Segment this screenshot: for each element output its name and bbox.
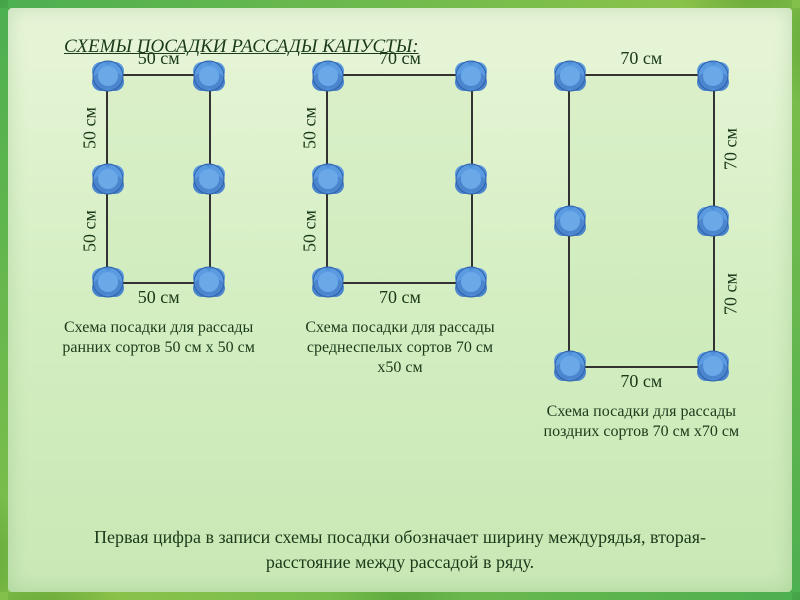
cabbage-icon <box>694 57 732 95</box>
cabbage-icon <box>452 57 490 95</box>
cabbage-icon <box>452 160 490 198</box>
cabbage-icon <box>89 160 127 198</box>
cabbage-icon <box>551 202 589 240</box>
cabbage-icon <box>190 160 228 198</box>
dim-bottom: 50 см <box>138 287 180 308</box>
dim-top: 50 см <box>138 48 180 69</box>
scheme-late: 70 см70 см70 см70 смСхема посадки для ра… <box>536 44 746 442</box>
dim-bottom: 70 см <box>620 371 662 392</box>
cabbage-icon <box>89 263 127 301</box>
plot-rect: 70 см70 см50 см50 см <box>326 74 473 284</box>
cabbage-icon <box>190 57 228 95</box>
plot-wrap: 70 см70 см70 см70 см <box>568 74 715 368</box>
cabbage-icon <box>694 347 732 385</box>
content-frame: СХЕМЫ ПОСАДКИ РАССАДЫ КАПУСТЫ: <box>8 8 792 592</box>
cabbage-icon <box>190 263 228 301</box>
dim-top: 70 см <box>620 48 662 69</box>
cabbage-icon <box>309 263 347 301</box>
dim-side-lower: 50 см <box>300 210 321 252</box>
footnote-text: Первая цифра в записи схемы посадки обоз… <box>8 525 792 574</box>
dim-side-upper: 70 см <box>720 128 741 170</box>
dim-bottom: 70 см <box>379 287 421 308</box>
dim-side-lower: 50 см <box>80 210 101 252</box>
cabbage-icon <box>551 57 589 95</box>
cabbage-icon <box>694 202 732 240</box>
dim-side-lower: 70 см <box>720 273 741 315</box>
dim-side-upper: 50 см <box>300 107 321 149</box>
schemes-row: 50 см50 см50 см50 смСхема посадки для ра… <box>8 44 792 442</box>
plot-wrap: 70 см70 см50 см50 см <box>326 74 473 284</box>
scheme-mid: 70 см70 см50 см50 смСхема посадки для ра… <box>295 44 505 442</box>
plot-rect: 70 см70 см70 см70 см <box>568 74 715 368</box>
scheme-caption: Схема посадки для рассады ранних сортов … <box>54 318 264 358</box>
cabbage-icon <box>551 347 589 385</box>
cabbage-icon <box>309 160 347 198</box>
scheme-caption: Схема посадки для рассады среднеспелых с… <box>295 318 505 378</box>
cabbage-icon <box>89 57 127 95</box>
dim-top: 70 см <box>379 48 421 69</box>
cabbage-icon <box>309 57 347 95</box>
cabbage-icon <box>452 263 490 301</box>
scheme-caption: Схема посадки для рассады поздних сортов… <box>536 402 746 442</box>
dim-side-upper: 50 см <box>80 107 101 149</box>
plot-rect: 50 см50 см50 см50 см <box>106 74 211 284</box>
scheme-early: 50 см50 см50 см50 смСхема посадки для ра… <box>54 44 264 442</box>
plot-wrap: 50 см50 см50 см50 см <box>106 74 211 284</box>
